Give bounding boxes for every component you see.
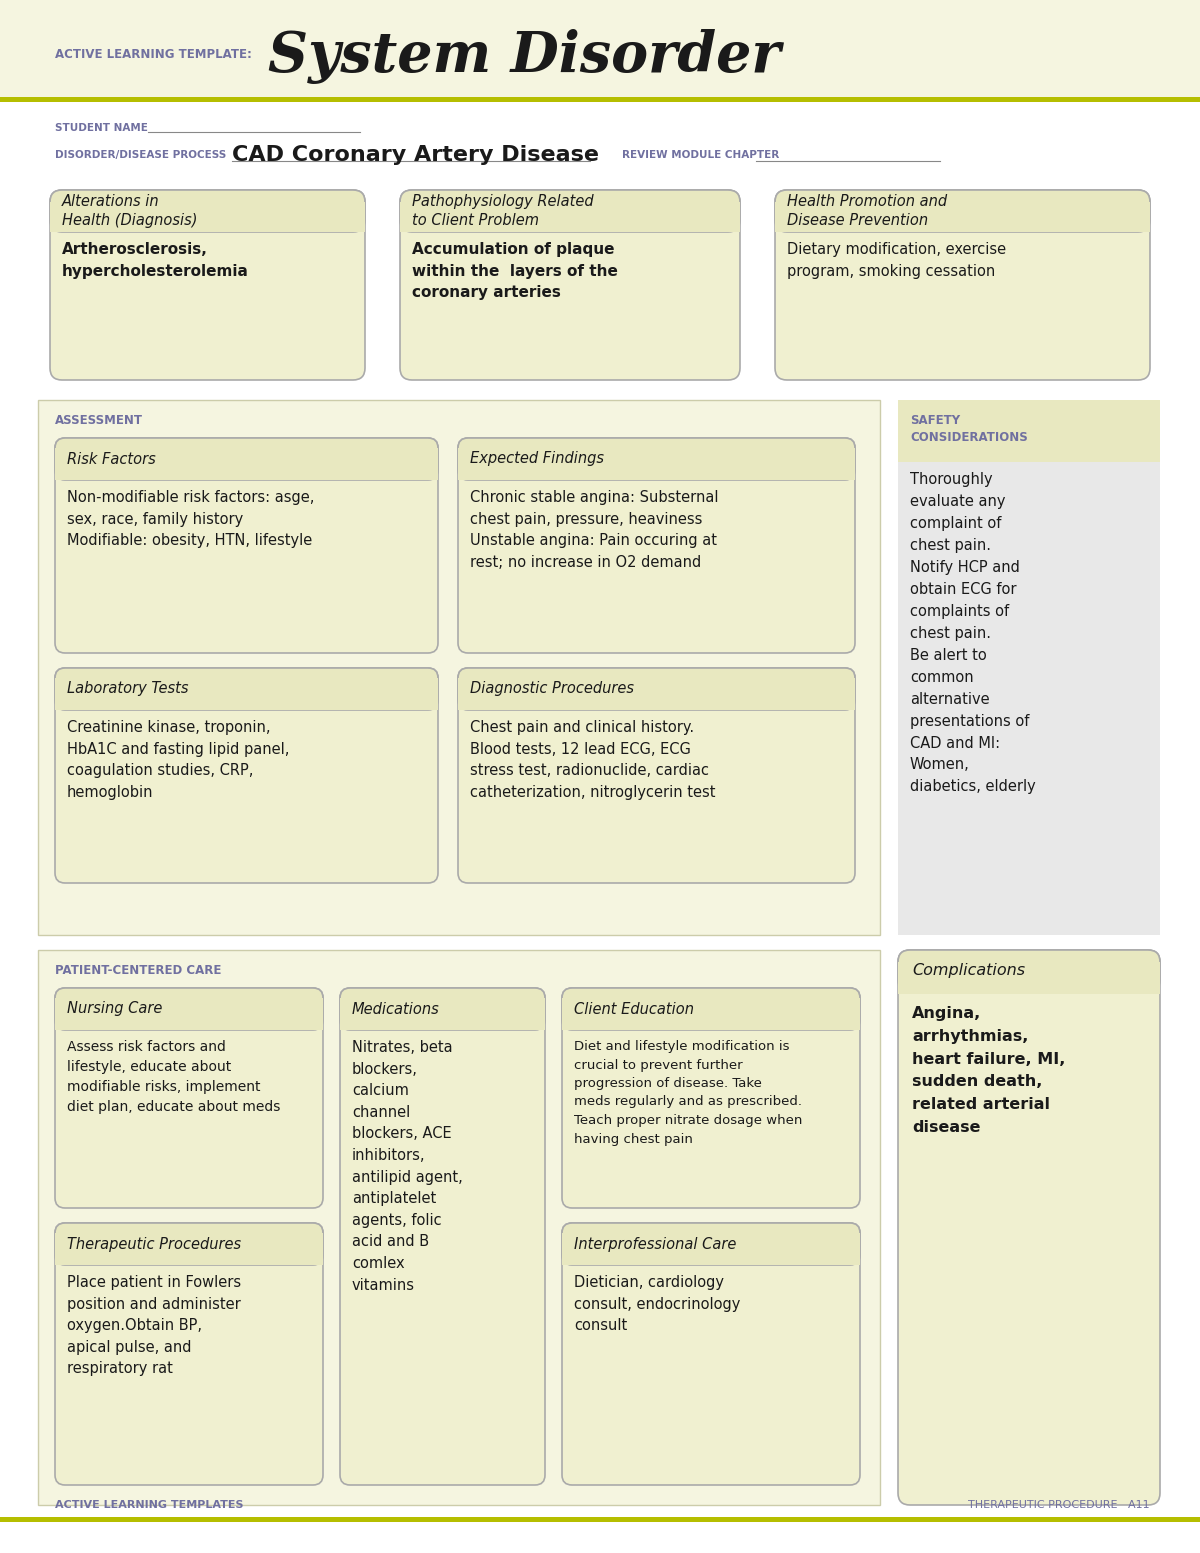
Text: Therapeutic Procedures: Therapeutic Procedures bbox=[67, 1236, 241, 1252]
Text: Interprofessional Care: Interprofessional Care bbox=[574, 1236, 737, 1252]
FancyBboxPatch shape bbox=[562, 988, 860, 1030]
Bar bbox=[775, 202, 1150, 231]
Text: Artherosclerosis,
hypercholesterolemia: Artherosclerosis, hypercholesterolemia bbox=[62, 242, 248, 278]
Text: THERAPEUTIC PROCEDURE   A11: THERAPEUTIC PROCEDURE A11 bbox=[968, 1500, 1150, 1510]
FancyBboxPatch shape bbox=[562, 1224, 860, 1485]
Text: PATIENT-CENTERED CARE: PATIENT-CENTERED CARE bbox=[55, 963, 221, 977]
Text: Assess risk factors and
lifestyle, educate about
modifiable risks, implement
die: Assess risk factors and lifestyle, educa… bbox=[67, 1041, 281, 1114]
Text: Laboratory Tests: Laboratory Tests bbox=[67, 682, 188, 696]
FancyBboxPatch shape bbox=[50, 189, 365, 380]
FancyBboxPatch shape bbox=[340, 988, 545, 1485]
Bar bbox=[38, 401, 880, 935]
FancyBboxPatch shape bbox=[458, 668, 854, 884]
Text: Dietician, cardiology
consult, endocrinology
consult: Dietician, cardiology consult, endocrino… bbox=[574, 1275, 740, 1332]
Text: CAD Coronary Artery Disease: CAD Coronary Artery Disease bbox=[232, 144, 599, 165]
Text: Dietary modification, exercise
program, smoking cessation: Dietary modification, exercise program, … bbox=[787, 242, 1006, 278]
Bar bbox=[340, 999, 545, 1030]
Text: ACTIVE LEARNING TEMPLATE:: ACTIVE LEARNING TEMPLATE: bbox=[55, 48, 252, 62]
Bar bbox=[898, 401, 1160, 461]
Text: Alterations in
Health (Diagnosis): Alterations in Health (Diagnosis) bbox=[62, 194, 198, 228]
Bar bbox=[898, 961, 1160, 994]
Bar bbox=[55, 679, 438, 710]
FancyBboxPatch shape bbox=[55, 438, 438, 480]
Text: Chest pain and clinical history.
Blood tests, 12 lead ECG, ECG
stress test, radi: Chest pain and clinical history. Blood t… bbox=[470, 721, 715, 800]
Bar bbox=[458, 679, 854, 710]
Bar bbox=[0, 96, 1200, 102]
Bar bbox=[0, 0, 1200, 99]
FancyBboxPatch shape bbox=[458, 438, 854, 480]
Text: Accumulation of plaque
within the  layers of the
coronary arteries: Accumulation of plaque within the layers… bbox=[412, 242, 618, 300]
FancyBboxPatch shape bbox=[400, 189, 740, 231]
Text: Medications: Medications bbox=[352, 1002, 439, 1017]
Bar bbox=[38, 950, 880, 1505]
FancyBboxPatch shape bbox=[55, 668, 438, 710]
Text: REVIEW MODULE CHAPTER: REVIEW MODULE CHAPTER bbox=[622, 151, 779, 160]
FancyBboxPatch shape bbox=[898, 950, 1160, 992]
FancyBboxPatch shape bbox=[775, 189, 1150, 380]
Text: System Disorder: System Disorder bbox=[268, 30, 781, 84]
Text: Non-modifiable risk factors: asge,
sex, race, family history
Modifiable: obesity: Non-modifiable risk factors: asge, sex, … bbox=[67, 491, 314, 548]
FancyBboxPatch shape bbox=[55, 988, 323, 1208]
Text: Chronic stable angina: Substernal
chest pain, pressure, heaviness
Unstable angin: Chronic stable angina: Substernal chest … bbox=[470, 491, 719, 570]
Text: Diet and lifestyle modification is
crucial to prevent further
progression of dis: Diet and lifestyle modification is cruci… bbox=[574, 1041, 803, 1146]
FancyBboxPatch shape bbox=[50, 189, 365, 231]
Bar bbox=[55, 1233, 323, 1266]
FancyBboxPatch shape bbox=[775, 189, 1150, 231]
Text: Risk Factors: Risk Factors bbox=[67, 452, 156, 466]
Bar bbox=[458, 447, 854, 480]
Bar bbox=[562, 1233, 860, 1266]
Text: ASSESSMENT: ASSESSMENT bbox=[55, 413, 143, 427]
Text: SAFETY
CONSIDERATIONS: SAFETY CONSIDERATIONS bbox=[910, 415, 1027, 444]
Bar bbox=[38, 401, 880, 935]
Bar bbox=[38, 950, 880, 1505]
Bar bbox=[0, 1517, 1200, 1522]
Text: Client Education: Client Education bbox=[574, 1002, 694, 1017]
FancyBboxPatch shape bbox=[458, 438, 854, 652]
FancyBboxPatch shape bbox=[562, 988, 860, 1208]
FancyBboxPatch shape bbox=[458, 668, 854, 710]
FancyBboxPatch shape bbox=[55, 988, 323, 1030]
Text: Nursing Care: Nursing Care bbox=[67, 1002, 162, 1017]
FancyBboxPatch shape bbox=[55, 438, 438, 652]
Text: Health Promotion and
Disease Prevention: Health Promotion and Disease Prevention bbox=[787, 194, 947, 228]
Bar bbox=[50, 202, 365, 231]
Text: STUDENT NAME: STUDENT NAME bbox=[55, 123, 148, 134]
FancyBboxPatch shape bbox=[55, 1224, 323, 1485]
Bar bbox=[562, 999, 860, 1030]
Text: Place patient in Fowlers
position and administer
oxygen.Obtain BP,
apical pulse,: Place patient in Fowlers position and ad… bbox=[67, 1275, 241, 1376]
Bar bbox=[898, 401, 1160, 935]
Text: Pathophysiology Related
to Client Problem: Pathophysiology Related to Client Proble… bbox=[412, 194, 594, 228]
Text: Complications: Complications bbox=[912, 963, 1025, 978]
Bar bbox=[55, 447, 438, 480]
FancyBboxPatch shape bbox=[55, 668, 438, 884]
Bar bbox=[55, 999, 323, 1030]
Text: Creatinine kinase, troponin,
HbA1C and fasting lipid panel,
coagulation studies,: Creatinine kinase, troponin, HbA1C and f… bbox=[67, 721, 289, 800]
Text: Thoroughly
evaluate any
complaint of
chest pain.
Notify HCP and
obtain ECG for
c: Thoroughly evaluate any complaint of che… bbox=[910, 472, 1036, 795]
Bar bbox=[400, 202, 740, 231]
Text: Angina,
arrhythmias,
heart failure, MI,
sudden death,
related arterial
disease: Angina, arrhythmias, heart failure, MI, … bbox=[912, 1006, 1066, 1135]
Text: Diagnostic Procedures: Diagnostic Procedures bbox=[470, 682, 634, 696]
Text: ACTIVE LEARNING TEMPLATES: ACTIVE LEARNING TEMPLATES bbox=[55, 1500, 244, 1510]
FancyBboxPatch shape bbox=[340, 988, 545, 1030]
Text: Nitrates, beta
blockers,
calcium
channel
blockers, ACE
inhibitors,
antilipid age: Nitrates, beta blockers, calcium channel… bbox=[352, 1041, 463, 1292]
FancyBboxPatch shape bbox=[55, 1224, 323, 1266]
FancyBboxPatch shape bbox=[400, 189, 740, 380]
FancyBboxPatch shape bbox=[898, 950, 1160, 1505]
FancyBboxPatch shape bbox=[562, 1224, 860, 1266]
Text: Expected Findings: Expected Findings bbox=[470, 452, 604, 466]
Text: DISORDER/DISEASE PROCESS: DISORDER/DISEASE PROCESS bbox=[55, 151, 227, 160]
